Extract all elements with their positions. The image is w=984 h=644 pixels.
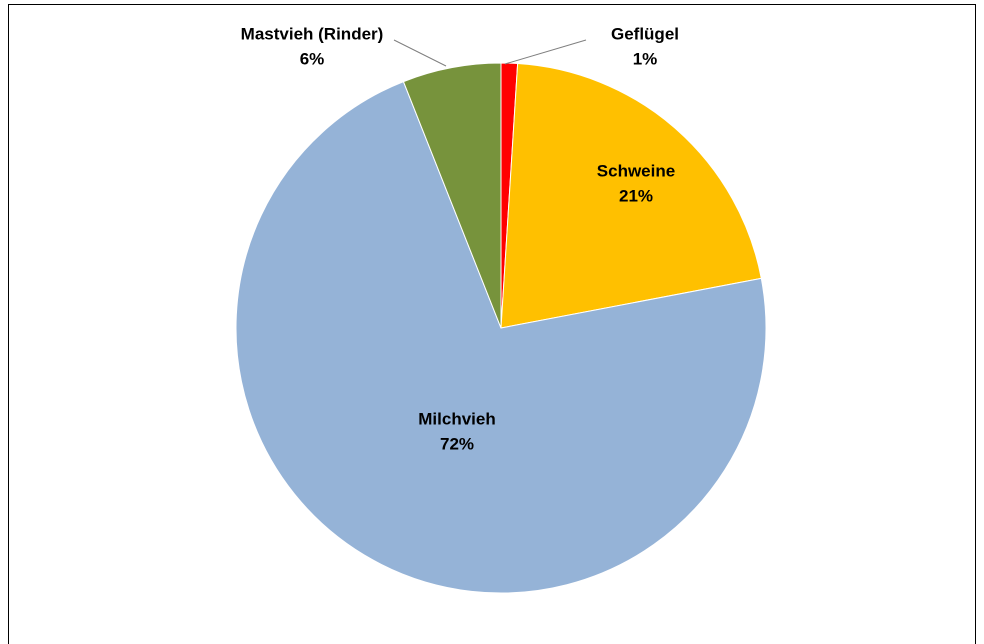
slice-value-label: 72%: [440, 434, 474, 453]
leader-line: [504, 39, 587, 65]
slice-value-label: 21%: [619, 186, 653, 205]
leader-line: [393, 39, 447, 67]
pie-slice: [402, 62, 502, 329]
pie-slice: [500, 62, 762, 329]
slice-value-label: 1%: [633, 49, 658, 68]
slice-label: Schweine: [597, 161, 675, 180]
slice-label: Milchvieh: [418, 409, 495, 428]
slice-label: Geflügel: [611, 24, 679, 43]
pie-slice: [235, 80, 767, 594]
slice-label: Mastvieh (Rinder): [241, 24, 384, 43]
slice-value-label: 6%: [300, 49, 325, 68]
